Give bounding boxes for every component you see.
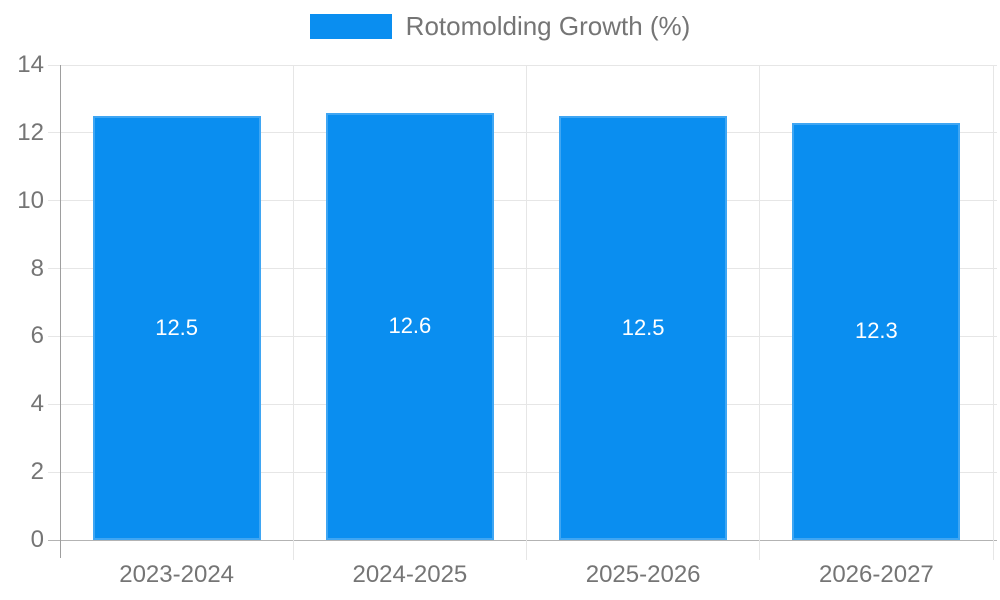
bar-value-label: 12.5 xyxy=(155,314,199,340)
gridline xyxy=(48,268,997,270)
gridline xyxy=(48,132,997,134)
bar-2023-2024[interactable] xyxy=(92,115,261,540)
bar-2026-2027[interactable] xyxy=(792,122,961,540)
x-axis-tick-label: 2023-2024 xyxy=(119,561,235,588)
bar-2025-2026[interactable] xyxy=(559,115,728,540)
y-axis-tick-label: 4 xyxy=(30,390,44,418)
x-axis-tick-label: 2024-2025 xyxy=(352,561,468,588)
gridline xyxy=(48,200,997,202)
gridline xyxy=(48,403,997,405)
y-axis-tick-label: 12 xyxy=(17,118,44,146)
bar-value-label: 12.6 xyxy=(388,313,432,339)
category-separator-line xyxy=(992,65,994,560)
y-axis-line xyxy=(59,65,61,558)
legend-label: Rotomolding Growth (%) xyxy=(405,11,691,41)
x-axis-tick-label: 2025-2026 xyxy=(585,561,701,588)
gridline xyxy=(48,335,997,337)
category-separator-line xyxy=(759,65,761,560)
chart-legend: Rotomolding Growth (%) xyxy=(0,13,1000,39)
gridline xyxy=(48,471,997,473)
y-axis-tick-label: 10 xyxy=(17,186,44,214)
gridline xyxy=(48,64,997,66)
y-axis-tick-label: 14 xyxy=(17,51,44,78)
x-axis-line xyxy=(48,539,997,541)
bar-2024-2025[interactable] xyxy=(325,112,494,540)
bar-value-label: 12.3 xyxy=(854,318,898,344)
y-axis-tick-label: 6 xyxy=(30,322,44,350)
y-axis-tick-label: 8 xyxy=(30,254,44,282)
y-axis-tick-label: 2 xyxy=(30,458,44,486)
category-separator-line xyxy=(292,65,294,560)
bar-value-label: 12.5 xyxy=(621,314,665,340)
y-axis-tick-label: 0 xyxy=(30,526,44,553)
x-axis-tick-label: 2026-2027 xyxy=(818,561,934,588)
legend-item-rotomolding-growth[interactable]: Rotomolding Growth (%) xyxy=(309,11,691,41)
legend-color-swatch xyxy=(309,13,392,39)
category-separator-line xyxy=(526,65,527,560)
